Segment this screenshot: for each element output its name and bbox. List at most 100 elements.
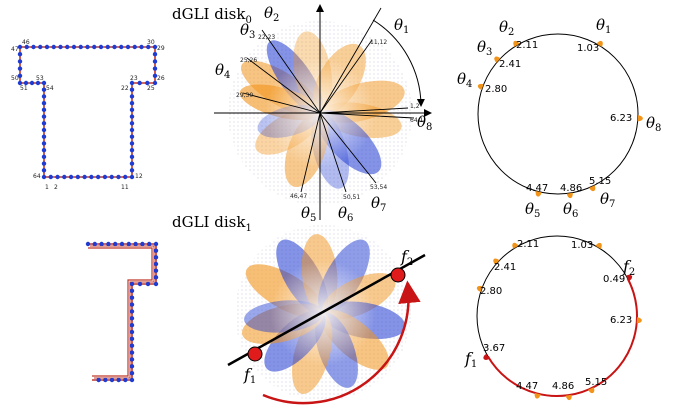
vertex-dot xyxy=(129,154,135,160)
tick-11-12: 11,12 xyxy=(370,39,387,46)
angle-mark xyxy=(494,56,501,63)
t-label-22: 22 xyxy=(121,85,129,92)
vertex-dot xyxy=(119,241,125,247)
f2-label: f2 xyxy=(400,247,413,268)
vertex-dot xyxy=(147,241,152,247)
c0-theta-5: θ5 xyxy=(525,200,540,220)
t-label-53: 53 xyxy=(36,75,44,82)
vertex-dot xyxy=(129,302,135,307)
vertex-dot xyxy=(129,329,135,335)
vertex-dot xyxy=(105,44,110,50)
tick-46-47: 46,47 xyxy=(290,193,307,200)
vertex-dot xyxy=(41,141,47,146)
vertex-dot xyxy=(116,174,121,180)
f1-label: f1 xyxy=(243,365,256,386)
angle-mark xyxy=(637,115,643,122)
angle-circle-1 xyxy=(476,235,642,401)
vertex-dot xyxy=(145,80,150,86)
t-label-23: 23 xyxy=(130,75,138,82)
angle-mark xyxy=(513,40,520,47)
tick-1-2: 1,2 xyxy=(410,103,420,110)
vertex-dot xyxy=(129,357,135,362)
vertex-dot xyxy=(129,80,135,86)
vertex-dot xyxy=(95,174,101,180)
vertex-dot xyxy=(152,59,158,64)
vertex-dot xyxy=(129,370,135,376)
vertex-dot xyxy=(152,44,158,50)
disk0-ray xyxy=(319,112,415,119)
vertex-dot xyxy=(41,100,47,106)
vertex-dot xyxy=(17,66,23,71)
vertex-dot xyxy=(153,248,159,253)
vertex-dot xyxy=(17,80,23,86)
vertex-dot xyxy=(132,44,137,50)
theta-4-label: θ4 xyxy=(215,61,230,81)
vertex-dot xyxy=(78,44,83,50)
vertex-dot xyxy=(129,309,135,314)
circle0-theta-labels: θ1 θ2 θ3 θ4 θ5 θ6 θ7 θ8 xyxy=(457,16,661,220)
vertex-dot xyxy=(139,44,144,50)
theta-8-label: θ8 xyxy=(417,113,432,133)
f2-point xyxy=(390,267,406,283)
vertex-dot xyxy=(17,44,23,50)
c1-val-4.86: 4.86 xyxy=(552,381,574,392)
vertex-dot xyxy=(137,281,143,287)
vertex-dot xyxy=(109,174,114,180)
vertex-dot xyxy=(153,281,159,287)
vertex-dot xyxy=(129,114,135,119)
c0-val-4.86: 4.86 xyxy=(560,183,582,194)
vertex-dot xyxy=(129,377,135,383)
vertex-dot xyxy=(129,174,135,180)
vertex-dot xyxy=(41,94,47,99)
vertex-dot xyxy=(152,80,158,86)
vertex-dot xyxy=(152,66,158,71)
t-label-26: 26 xyxy=(157,75,165,82)
c0-theta-8: θ8 xyxy=(646,114,661,134)
disk0-ray xyxy=(319,7,382,114)
c1-f2-label: f2 xyxy=(622,257,635,278)
angle-mark xyxy=(512,242,519,249)
disk0-ray xyxy=(246,57,321,114)
tick-29-30: 29,30 xyxy=(236,92,253,99)
c1-val-2.80: 2.80 xyxy=(480,286,502,297)
vertex-dot xyxy=(129,107,135,113)
vertex-dot xyxy=(129,141,135,146)
vertex-dot xyxy=(137,80,142,86)
vertex-dot xyxy=(153,255,159,260)
c0-theta-2: θ2 xyxy=(499,18,514,38)
c0-theta-4: θ4 xyxy=(457,70,472,90)
vertex-dot xyxy=(129,147,135,153)
c1-val-4.47: 4.47 xyxy=(516,381,538,392)
angle-mark xyxy=(535,190,542,197)
t-label-12: 12 xyxy=(135,173,143,180)
t-shape-polygon xyxy=(17,44,158,180)
angle-mark xyxy=(565,394,572,401)
vertex-dot xyxy=(152,73,158,79)
vertex-dot xyxy=(129,343,135,348)
disk0-ray xyxy=(319,39,373,114)
bent-shape-polygon xyxy=(85,241,159,383)
vertex-dot xyxy=(129,87,135,92)
vertex-dot xyxy=(102,174,108,180)
vertex-dot xyxy=(112,44,117,50)
c1-val-3.67: 3.67 xyxy=(483,343,505,354)
vertex-dot xyxy=(51,44,56,50)
angle-mark xyxy=(534,392,541,399)
vertex-dot xyxy=(129,94,135,99)
t-label-50: 50 xyxy=(11,75,19,82)
vertex-dot xyxy=(129,364,135,369)
angle-mark xyxy=(589,185,596,192)
circle1-values: 2.11 1.03 2.41 0.49 2.80 6.23 3.67 4.47 … xyxy=(480,239,632,392)
tick-53-54: 53,54 xyxy=(370,184,387,191)
disk0-ray xyxy=(319,112,377,184)
vertex-dot xyxy=(123,377,128,383)
angle-mark xyxy=(588,387,595,394)
vertex-dot xyxy=(129,134,135,139)
vertex-dot xyxy=(126,241,131,247)
vertex-dot xyxy=(41,134,47,139)
vertex-dot xyxy=(92,241,98,247)
vertex-dot xyxy=(38,44,43,50)
vertex-dot xyxy=(85,44,90,50)
vertex-dot xyxy=(129,121,135,126)
angle-circle-0 xyxy=(477,33,643,199)
